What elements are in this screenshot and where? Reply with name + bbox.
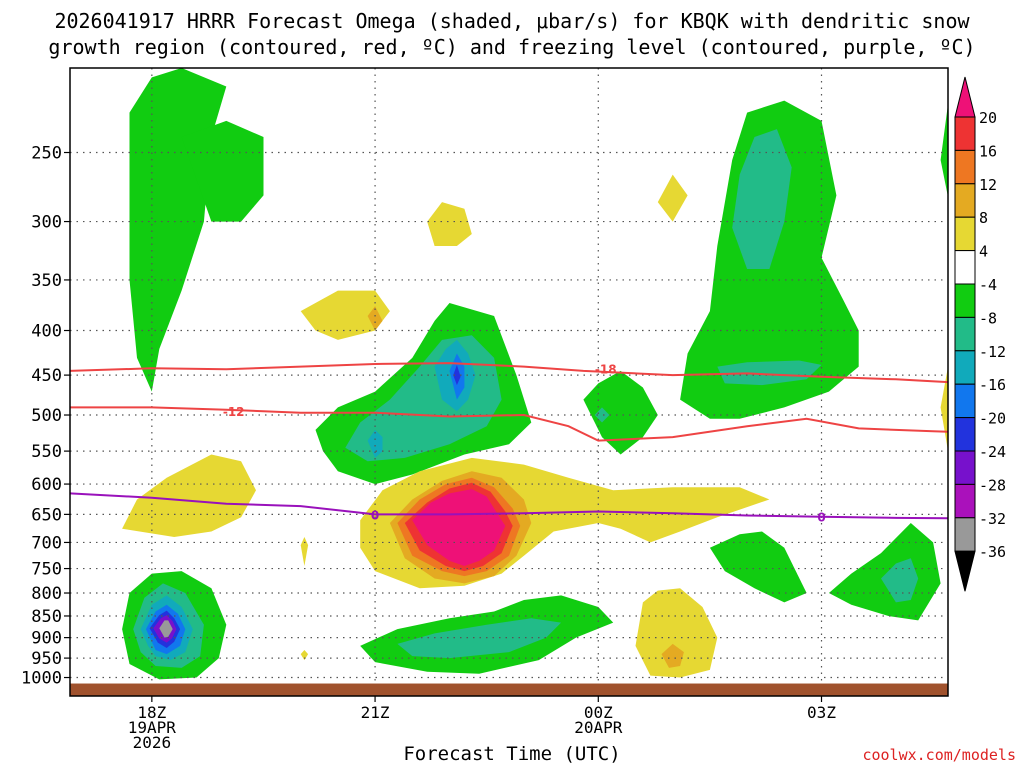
y-tick-label-800: 800 — [31, 584, 62, 604]
x-axis-title: Forecast Time (UTC) — [403, 743, 621, 765]
y-tick-label-900: 900 — [31, 629, 62, 649]
omega-region-magenta-22z — [412, 489, 506, 566]
colorbar-swatch-11 — [954, 450, 976, 485]
colorbar-label-0: 20 — [979, 109, 997, 127]
contour-label-1: -12 — [223, 405, 245, 419]
y-tick-label-650: 650 — [31, 505, 62, 525]
colorbar-label-3: 8 — [979, 209, 988, 227]
colorbar-swatch-6 — [954, 283, 976, 318]
omega-region-yellow-0530-dot — [963, 642, 978, 652]
colorbar-swatch-5 — [954, 250, 976, 285]
colorbar-label-2: 12 — [979, 176, 997, 194]
colorbar-swatch-4 — [954, 216, 976, 252]
omega-region-teal-22z-low — [397, 618, 562, 659]
colorbar-label-6: -8 — [979, 309, 997, 327]
omega-region-yellow-05z — [940, 366, 948, 452]
site-credit: coolwx.com/models — [862, 746, 1016, 764]
omega-region-yellow-2330-sliver — [657, 174, 688, 222]
omega-region-yellow-20z-spot — [367, 306, 383, 331]
x-tick-label-18Z-2: 2026 — [133, 733, 172, 752]
omega-region-green-03z-low — [828, 523, 941, 621]
colorbar-label-11: -28 — [979, 476, 1006, 494]
y-tick-label-350: 350 — [31, 271, 62, 291]
colorbar-label-10: -24 — [979, 443, 1006, 461]
y-tick-label-450: 450 — [31, 366, 62, 386]
omega-region-yellow-left-mid — [122, 454, 256, 537]
colorbar-arrow-top — [954, 76, 976, 118]
y-tick-label-550: 550 — [31, 442, 62, 462]
colorbar-label-4: 4 — [979, 243, 988, 261]
omega-region-orange-2330-low — [661, 643, 684, 668]
contour-dendritic-top — [70, 362, 948, 384]
chart-title-line-1: 2026041917 HRRR Forecast Omega (shaded, … — [54, 9, 970, 33]
colorbar-swatch-10 — [954, 417, 976, 452]
omega-region-green-02z-low — [709, 531, 807, 603]
omega-region-teal-01z-upper — [732, 129, 792, 269]
omega-region-yellow-2030-small — [300, 537, 309, 566]
colorbar-swatch-7 — [954, 316, 976, 352]
colorbar-label-9: -20 — [979, 410, 1006, 428]
ground-strip — [70, 683, 948, 696]
omega-region-yellow-20z-upper — [300, 290, 390, 340]
colorbar-swatch-2 — [954, 149, 976, 185]
y-tick-label-700: 700 — [31, 533, 62, 553]
x-tick-label-03Z-0: 03Z — [807, 703, 836, 722]
contour-label-0: -18 — [595, 362, 617, 376]
y-tick-label-850: 850 — [31, 607, 62, 627]
y-tick-label-600: 600 — [31, 475, 62, 495]
colorbar-label-12: -32 — [979, 510, 1006, 528]
plot-area: -18-12-120 0 — [70, 68, 978, 696]
x-tick-label-00Z-0: 00Z — [584, 703, 613, 722]
contour-dendritic-bottom — [70, 406, 948, 442]
y-tick-label-250: 250 — [31, 144, 62, 164]
omega-region-green-00z — [583, 370, 658, 455]
colorbar-label-1: 16 — [979, 142, 997, 160]
contour-label-3: 0 — [371, 508, 379, 522]
colorbar-arrow-bottom — [954, 550, 976, 592]
omega-region-yellow-2330-low — [635, 588, 718, 678]
omega-region-omega-low-left-grey — [159, 620, 173, 638]
y-tick-label-300: 300 — [31, 213, 62, 233]
y-tick-label-950: 950 — [31, 649, 62, 669]
contour-label-4: 0 — [817, 511, 825, 525]
x-tick-label-18Z-0: 18Z — [137, 703, 166, 722]
colorbar-swatch-3 — [954, 183, 976, 218]
y-tick-label-750: 750 — [31, 560, 62, 580]
chart-title-line-2: growth region (contoured, red, ºC) and f… — [48, 35, 976, 59]
omega-region-teal-01z-lower — [717, 360, 822, 386]
x-tick-label-00Z-1: 20APR — [574, 718, 623, 737]
colorbar-label-7: -12 — [979, 343, 1006, 361]
y-tick-label-500: 500 — [31, 406, 62, 426]
colorbar-swatch-8 — [954, 350, 976, 385]
colorbar-swatch-9 — [954, 383, 976, 419]
omega-region-yellow-2130-top — [427, 202, 472, 246]
plot-frame — [69, 67, 949, 697]
colorbar-swatch-13 — [954, 517, 976, 552]
colorbar-label-13: -36 — [979, 543, 1006, 561]
omega-region-green-06z-upper — [940, 104, 948, 197]
omega-region-yellow-2030-dot — [300, 650, 309, 661]
contour-freezing-level — [70, 492, 948, 520]
colorbar-label-8: -16 — [979, 376, 1006, 394]
omega-region-teal-03z-low — [881, 558, 919, 603]
omega-region-green-left-arm — [181, 120, 264, 222]
omega-region-teal-00z — [594, 407, 610, 423]
omega-region-cyan-21z-small — [367, 429, 383, 458]
x-tick-label-21Z-0: 21Z — [361, 703, 390, 722]
omega-region-navy-21z — [453, 364, 461, 386]
colorbar-label-5: -4 — [979, 276, 997, 294]
colorbar-swatch-1 — [954, 116, 976, 151]
colorbar-swatch-12 — [954, 483, 976, 519]
y-tick-label-400: 400 — [31, 322, 62, 342]
y-tick-label-1000: 1000 — [21, 669, 62, 689]
x-tick-label-18Z-1: 19APR — [128, 718, 177, 737]
